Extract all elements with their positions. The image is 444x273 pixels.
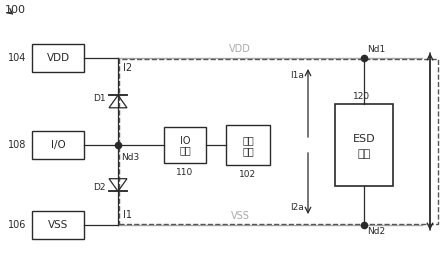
Text: 108: 108 [8,140,26,150]
Bar [32,131,84,159]
Bar [226,125,270,165]
Text: 电路: 电路 [242,146,254,156]
Text: VDD: VDD [47,53,70,63]
Text: 内部: 内部 [242,135,254,145]
Text: 110: 110 [176,168,194,177]
Text: I2a: I2a [290,203,304,212]
Text: Nd2: Nd2 [367,227,385,236]
Text: Nd3: Nd3 [121,153,139,162]
Bar [335,104,393,186]
Bar [164,127,206,163]
Text: ESD: ESD [353,134,375,144]
Text: 电路: 电路 [179,145,191,155]
Text: 120: 120 [353,92,371,101]
Text: I2: I2 [123,63,132,73]
Text: I/O: I/O [51,140,65,150]
Text: IO: IO [180,136,190,146]
Text: 镓位: 镓位 [357,149,371,159]
Text: I1a: I1a [290,72,304,81]
Bar [32,211,84,239]
Text: D2: D2 [94,183,106,192]
Text: VSS: VSS [230,211,250,221]
Text: 102: 102 [239,170,257,179]
Text: VSS: VSS [48,220,68,230]
Text: VDD: VDD [229,44,251,54]
Text: 104: 104 [8,53,26,63]
Text: I1: I1 [123,210,132,220]
Text: 106: 106 [8,220,26,230]
Bar [119,59,438,224]
Text: 100: 100 [5,5,26,15]
Text: D1: D1 [93,94,106,103]
Bar [32,44,84,72]
Text: Nd1: Nd1 [367,45,385,54]
